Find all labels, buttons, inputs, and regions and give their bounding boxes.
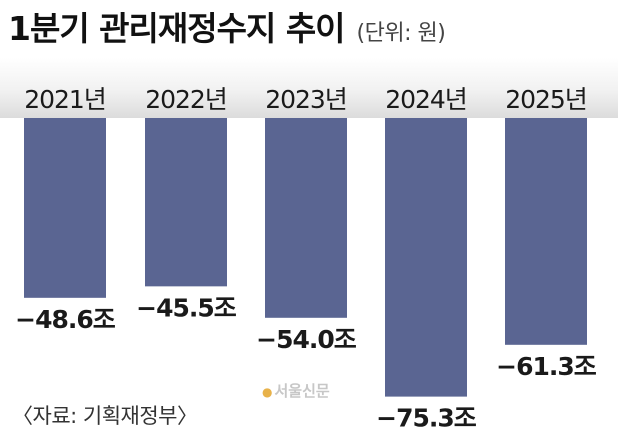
watermark-text: 서울신문 — [274, 382, 330, 400]
unit-label: (단위: 원) — [356, 21, 446, 46]
bar-2021년 — [24, 118, 106, 298]
value-label: −45.5조 — [136, 293, 237, 322]
category-label: 2022년 — [145, 85, 227, 114]
chart-title: 1분기 관리재정수지 추이 — [8, 9, 346, 48]
category-label: 2021년 — [24, 85, 106, 114]
category-label: 2024년 — [385, 85, 467, 114]
bar-2025년 — [505, 118, 587, 345]
bar-2024년 — [385, 118, 467, 397]
source-note: 〈자료: 기획재정부〉 — [12, 404, 198, 428]
value-label: −48.6조 — [15, 305, 116, 334]
value-label: −75.3조 — [376, 404, 477, 433]
value-label: −61.3조 — [496, 352, 597, 381]
value-label: −54.0조 — [256, 325, 357, 354]
watermark-dot-icon: ● — [262, 385, 273, 399]
title-row: 1분기 관리재정수지 추이 (단위: 원) — [8, 2, 446, 48]
bar-2022년 — [145, 118, 227, 287]
category-label: 2023년 — [265, 85, 347, 114]
bar-2023년 — [265, 118, 347, 318]
header-band — [0, 58, 618, 118]
category-label: 2025년 — [505, 85, 587, 114]
watermark: ● 서울신문 — [262, 380, 330, 401]
